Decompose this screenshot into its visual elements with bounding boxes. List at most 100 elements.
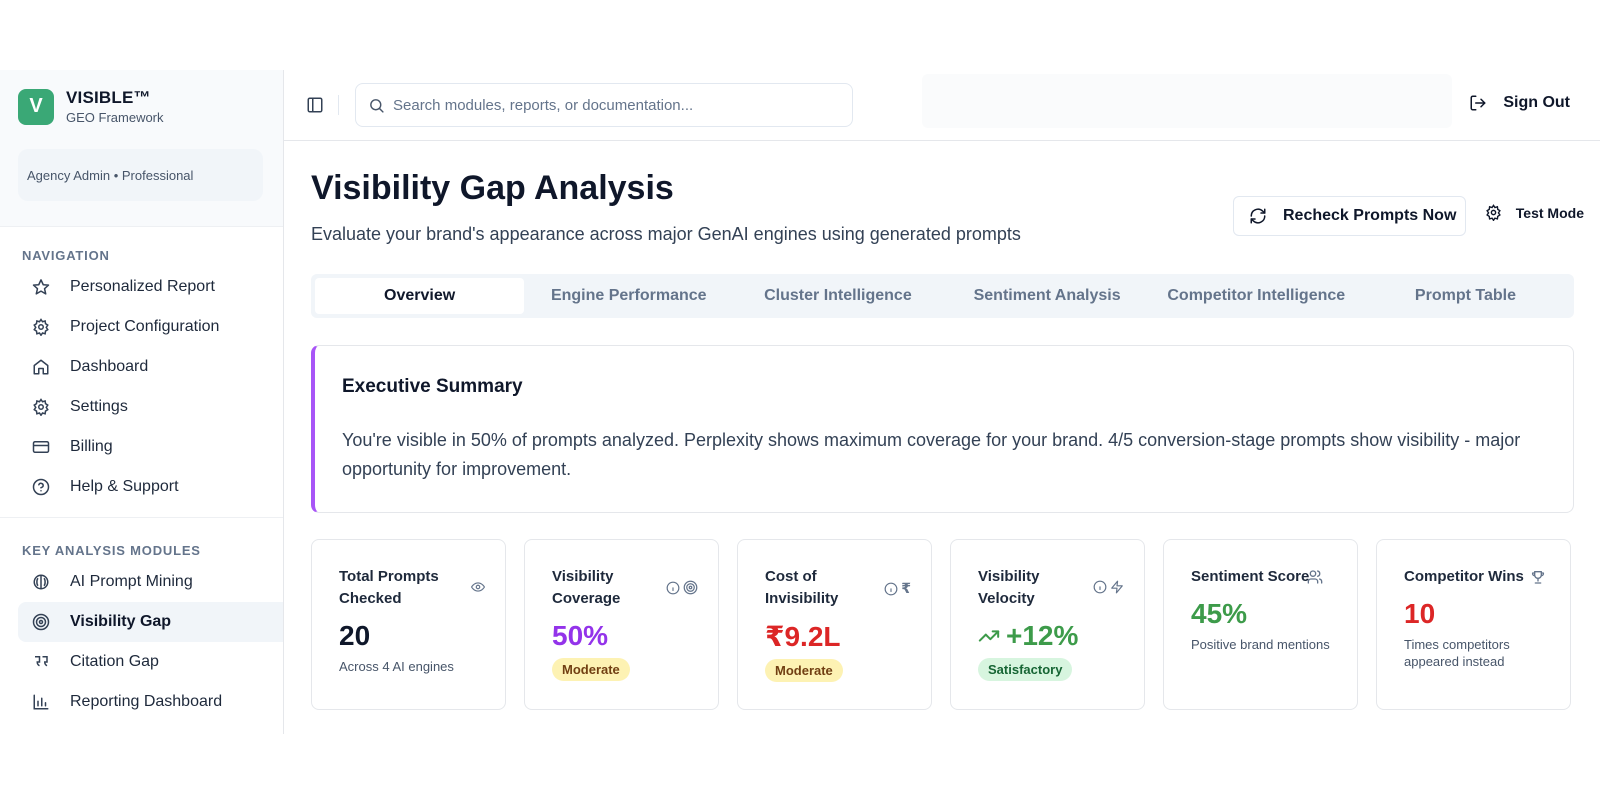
modules-section: KEY ANALYSIS MODULES AI Prompt Mining Vi… <box>0 528 283 722</box>
sidebar-item-project-configuration[interactable]: Project Configuration <box>18 307 283 347</box>
account-info[interactable]: Agency Admin • Professional <box>18 149 263 201</box>
logo: V <box>18 88 54 125</box>
card-icons: ₹ <box>884 580 911 597</box>
brand[interactable]: V VISIBLE™ GEO Framework <box>18 88 265 125</box>
card-icons <box>1093 580 1124 594</box>
page-subtitle: Evaluate your brand's appearance across … <box>311 224 1021 244</box>
test-mode-label: Test Mode <box>1515 204 1584 221</box>
search-input[interactable] <box>393 96 833 114</box>
main-content: Sign Out Visibility Gap Analysis Evaluat… <box>284 70 1600 734</box>
card-icons <box>1530 569 1546 585</box>
home-icon <box>30 356 52 378</box>
target-icon <box>30 611 52 633</box>
sidebar-toggle-icon[interactable] <box>304 94 326 116</box>
tab-bar: Overview Engine Performance Cluster Inte… <box>311 274 1574 318</box>
gear-icon <box>1485 204 1502 221</box>
account-label: Agency Admin • Professional <box>27 167 194 183</box>
card-total-prompts: Total Prompts Checked 20 Across 4 AI eng… <box>311 539 506 710</box>
metric-cards: Total Prompts Checked 20 Across 4 AI eng… <box>311 539 1574 710</box>
quote-icon <box>30 651 52 673</box>
credit-card-icon <box>30 436 52 458</box>
sidebar-item-label: Personalized Report <box>70 278 215 295</box>
brand-name: VISIBLE™ <box>66 88 151 107</box>
log-out-icon <box>1469 94 1487 112</box>
search-box[interactable] <box>355 83 853 127</box>
navigation-heading: NAVIGATION <box>22 248 110 263</box>
test-mode-button[interactable]: Test Mode <box>1485 204 1584 221</box>
trophy-icon <box>1530 569 1546 585</box>
tab-sentiment-analysis[interactable]: Sentiment Analysis <box>973 287 1121 304</box>
card-title: Competitor Wins <box>1404 568 1524 585</box>
sidebar-item-label: Dashboard <box>70 358 149 375</box>
sidebar-item-label: AI Prompt Mining <box>70 573 193 590</box>
card-value: 20 <box>339 620 371 651</box>
card-value: 45% <box>1191 598 1248 629</box>
tab-competitor-intelligence[interactable]: Competitor Intelligence <box>1167 287 1346 304</box>
card-cost-of-invisibility: Cost of Invisibility ₹ ₹9.2L Moderate <box>737 539 932 710</box>
sidebar-item-label: Help & Support <box>70 478 179 495</box>
card-value: +12% <box>1006 620 1079 651</box>
sidebar-item-label: Project Configuration <box>70 318 220 335</box>
card-visibility-velocity: Visibility Velocity +12% Satisfactory <box>950 539 1145 710</box>
search-icon <box>368 97 385 114</box>
modules-heading: KEY ANALYSIS MODULES <box>22 543 201 558</box>
status-badge: Satisfactory <box>978 658 1073 681</box>
info-icon[interactable] <box>1093 580 1107 594</box>
tab-overview[interactable]: Overview <box>315 278 525 314</box>
gear-icon <box>30 396 52 418</box>
summary-text: You're visible in 50% of prompts analyze… <box>342 430 1521 479</box>
card-title: Total Prompts Checked <box>339 568 439 607</box>
sidebar-item-label: Visibility Gap <box>70 613 172 630</box>
card-icons <box>471 580 485 594</box>
trending-up-icon <box>978 625 1000 647</box>
sidebar-item-citation-gap[interactable]: Citation Gap <box>18 642 283 682</box>
sidebar-item-label: Settings <box>70 398 128 415</box>
gear-icon <box>30 316 52 338</box>
sidebar-item-personalized-report[interactable]: Personalized Report <box>18 267 283 307</box>
sidebar-item-settings[interactable]: Settings <box>18 387 283 427</box>
card-competitor-wins: Competitor Wins 10 Times competitors app… <box>1376 539 1571 710</box>
topbar: Sign Out <box>284 70 1600 141</box>
users-icon <box>1307 569 1323 585</box>
card-title: Visibility Coverage <box>552 568 621 607</box>
sidebar-item-ai-prompt-mining[interactable]: AI Prompt Mining <box>18 562 283 602</box>
target-icon <box>683 580 698 595</box>
app-shell: V VISIBLE™ GEO Framework Agency Admin • … <box>0 70 1600 734</box>
star-icon <box>30 276 52 298</box>
card-title: Cost of Invisibility <box>765 568 839 607</box>
card-title: Visibility Velocity <box>978 568 1040 607</box>
brand-subtitle: GEO Framework <box>66 110 164 125</box>
topbar-divider <box>338 95 339 115</box>
info-icon[interactable] <box>884 582 898 596</box>
card-icons <box>1307 569 1323 585</box>
card-icons <box>666 580 698 595</box>
tab-engine-performance[interactable]: Engine Performance <box>550 287 707 304</box>
tab-cluster-intelligence[interactable]: Cluster Intelligence <box>764 287 912 304</box>
card-value: ₹9.2L <box>765 621 841 652</box>
sidebar-item-dashboard[interactable]: Dashboard <box>18 347 283 387</box>
sidebar-item-reporting-dashboard[interactable]: Reporting Dashboard <box>18 682 283 722</box>
sidebar-item-label: Reporting Dashboard <box>70 693 223 710</box>
sign-out-label: Sign Out <box>1503 94 1570 111</box>
brand-area: V VISIBLE™ GEO Framework Agency Admin • … <box>0 70 283 227</box>
bar-chart-icon <box>30 691 52 713</box>
sidebar-item-billing[interactable]: Billing <box>18 427 283 467</box>
info-icon[interactable] <box>666 581 680 595</box>
summary-title: Executive Summary <box>342 376 523 397</box>
lightning-icon <box>1110 580 1124 594</box>
sidebar-divider <box>0 517 283 518</box>
refresh-icon <box>1249 207 1267 225</box>
eye-icon <box>471 580 485 594</box>
card-value: 10 <box>1404 598 1436 629</box>
sidebar: V VISIBLE™ GEO Framework Agency Admin • … <box>0 70 284 734</box>
page-title: Visibility Gap Analysis <box>311 169 674 207</box>
sidebar-item-help-support[interactable]: Help & Support <box>18 467 283 507</box>
recheck-prompts-button[interactable]: Recheck Prompts Now <box>1233 196 1466 236</box>
card-note: Positive brand mentions <box>1191 637 1330 652</box>
sidebar-item-visibility-gap[interactable]: Visibility Gap <box>18 602 283 642</box>
sidebar-item-label: Billing <box>70 438 113 455</box>
executive-summary: Executive Summary You're visible in 50% … <box>311 345 1574 513</box>
tab-prompt-table[interactable]: Prompt Table <box>1414 287 1516 304</box>
status-badge: Moderate <box>552 658 630 681</box>
sign-out-button[interactable]: Sign Out <box>1469 94 1570 112</box>
